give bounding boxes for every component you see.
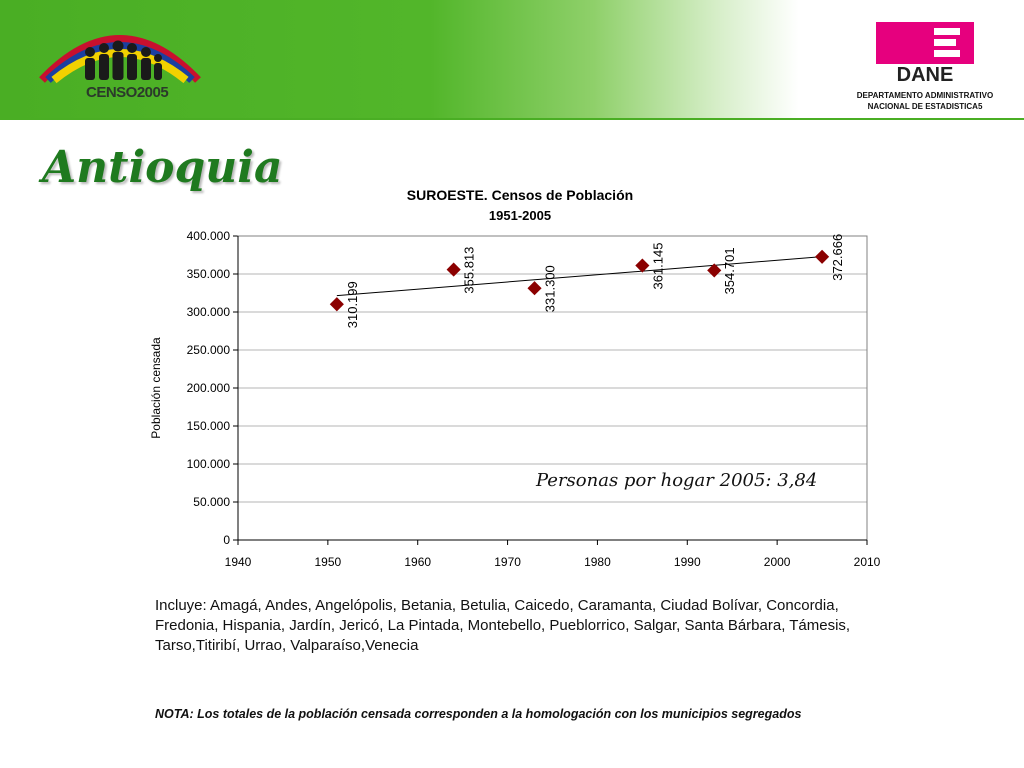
dane-logo-icon: DANE [876,22,974,84]
y-tick-label: 150.000 [187,419,231,433]
page-title: Antioquia [42,142,283,193]
dane-logo-text: DANE [897,64,954,84]
population-chart: SUROESTE. Censos de Población 1951-2005 0 5… [149,187,881,569]
data-label: 372.666 [830,234,845,281]
y-tick-label: 250.000 [187,343,231,357]
x-tick-label: 1950 [315,555,342,569]
y-tick-label: 100.000 [187,457,231,471]
included-municipalities-text: Incluye: Amagá, Andes, Angelópolis, Beta… [155,597,851,654]
y-tick-label: 400.000 [187,229,231,243]
trendline [336,256,823,297]
data-point [527,281,542,296]
chart-title: SUROESTE. Censos de Población [407,187,633,203]
x-tick-label: 1990 [674,555,701,569]
chart-subtitle: 1951-2005 [489,208,551,223]
x-tick-label: 1980 [584,555,611,569]
dane-caption-line2: NACIONAL DE ESTADISTICA5 [867,102,983,111]
y-tick-label: 350.000 [187,267,231,281]
data-label: 361.145 [650,243,665,290]
dane-caption-line1: DEPARTAMENTO ADMINISTRATIVO [856,91,994,100]
x-tick-label: 1970 [494,555,521,569]
censo-logo-text: CENSO2005 [86,84,169,101]
x-tick-label: 1940 [225,555,252,569]
x-tick-label: 2010 [854,555,881,569]
data-point [815,249,830,264]
y-axis-label: Población censada [149,337,163,439]
data-label: 355.813 [462,247,477,294]
censo-logo-icon [39,35,201,84]
y-tick-label: 200.000 [187,381,231,395]
data-point [446,262,461,277]
persons-per-household-annotation: Personas por hogar 2005: 3,84 [536,470,818,491]
data-point [329,297,344,312]
data-label: 354.701 [722,247,737,294]
footnote: NOTA: Los totales de la población censad… [155,707,802,721]
y-tick-label: 0 [223,533,230,547]
dane-caption: DEPARTAMENTO ADMINISTRATIVO NACIONAL DE … [830,90,1020,112]
x-tick-label: 1960 [404,555,431,569]
y-tick-label: 50.000 [193,495,230,509]
header-banner: CENSO2005 DANE DEPARTAMENTO ADMINISTRATI… [0,0,1024,120]
y-tick-label: 300.000 [187,305,231,319]
data-label: 310.199 [345,281,360,328]
data-point [707,263,722,278]
x-tick-label: 2000 [764,555,791,569]
data-label: 331.300 [543,265,558,312]
